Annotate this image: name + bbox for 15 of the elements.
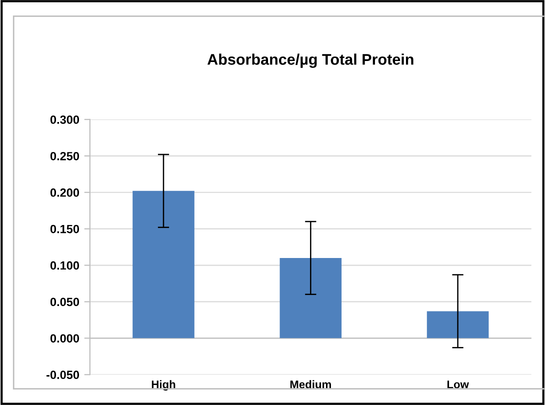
y-tick-label: 0.300 xyxy=(50,116,80,124)
y-tick-label: -0.050 xyxy=(46,370,80,380)
y-tick-label: 0.150 xyxy=(50,224,80,234)
y-tick-label: 0.250 xyxy=(50,152,80,160)
bar xyxy=(132,190,194,338)
y-tick-label: 0.000 xyxy=(50,334,80,343)
bar xyxy=(426,311,489,338)
y-tick-label: 0.200 xyxy=(50,188,80,197)
bar xyxy=(280,258,342,338)
x-tick-label: High xyxy=(152,380,176,391)
chart-title: Absorbance/µg Total Protein xyxy=(207,54,414,68)
x-tick-label: Medium xyxy=(290,380,331,388)
x-tick-label: Low xyxy=(447,380,469,388)
y-tick-label: 0.100 xyxy=(50,261,80,270)
y-tick-label: 0.050 xyxy=(50,298,80,306)
